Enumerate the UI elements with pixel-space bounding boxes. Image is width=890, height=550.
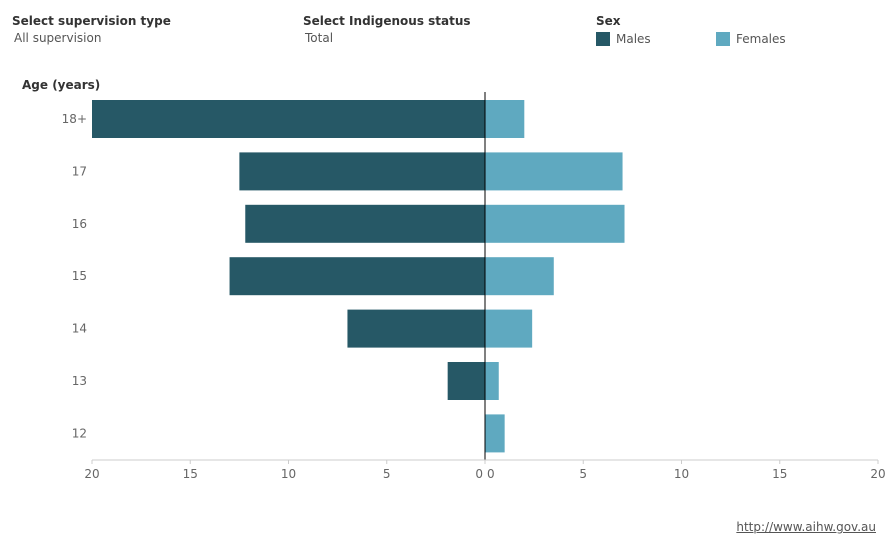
bar-females-18plus[interactable] xyxy=(485,100,525,138)
bar-females-16[interactable] xyxy=(485,204,625,243)
age-label-17: 17 xyxy=(72,164,87,178)
indigenous-status-filter[interactable]: Select Indigenous status Total xyxy=(303,14,471,45)
age-label-12: 12 xyxy=(72,426,87,440)
x-tick-label-right: 10 xyxy=(674,467,689,481)
bar-males-17[interactable] xyxy=(239,152,485,191)
supervision-type-label: Select supervision type xyxy=(12,14,171,28)
legend-title: Sex xyxy=(596,14,621,28)
age-label-16: 16 xyxy=(72,217,87,231)
bar-females-12[interactable] xyxy=(485,414,505,453)
y-axis-title: Age (years) xyxy=(22,78,100,92)
bar-males-14[interactable] xyxy=(347,309,485,348)
indigenous-status-label: Select Indigenous status xyxy=(303,14,471,28)
source-link[interactable]: http://www.aihw.gov.au xyxy=(736,520,876,534)
bar-females-13[interactable] xyxy=(485,362,499,400)
x-tick-label-left: 0 xyxy=(475,467,483,481)
x-tick-label-right: 15 xyxy=(772,467,787,481)
bar-males-18plus[interactable] xyxy=(92,100,485,138)
legend-label-males: Males xyxy=(616,32,651,46)
bar-females-14[interactable] xyxy=(485,309,533,348)
age-label-18plus: 18+ xyxy=(62,112,87,126)
x-tick-label-left: 15 xyxy=(183,467,198,481)
bar-males-13[interactable] xyxy=(447,362,485,400)
legend-item-males[interactable]: Males xyxy=(596,32,716,46)
age-label-15: 15 xyxy=(72,269,87,283)
x-tick-label-right: 0 xyxy=(487,467,495,481)
age-label-14: 14 xyxy=(72,322,87,336)
bar-males-16[interactable] xyxy=(245,204,485,243)
bar-females-15[interactable] xyxy=(485,257,554,296)
supervision-type-value[interactable]: All supervision xyxy=(14,31,102,45)
x-tick-label-left: 20 xyxy=(84,467,99,481)
bar-males-15[interactable] xyxy=(229,257,485,296)
bar-females-17[interactable] xyxy=(485,152,623,191)
x-tick-label-right: 5 xyxy=(579,467,587,481)
x-tick-label-left: 5 xyxy=(383,467,391,481)
legend-label-females: Females xyxy=(736,32,786,46)
indigenous-status-value[interactable]: Total xyxy=(305,31,334,45)
age-label-13: 13 xyxy=(72,374,87,388)
legend-item-females[interactable]: Females xyxy=(716,32,836,46)
females-swatch xyxy=(716,32,730,46)
sex-legend: Sex Males Females xyxy=(596,14,836,46)
supervision-type-filter[interactable]: Select supervision type All supervision xyxy=(12,14,171,45)
x-tick-label-left: 10 xyxy=(281,467,296,481)
x-tick-label-right: 20 xyxy=(870,467,885,481)
males-swatch xyxy=(596,32,610,46)
